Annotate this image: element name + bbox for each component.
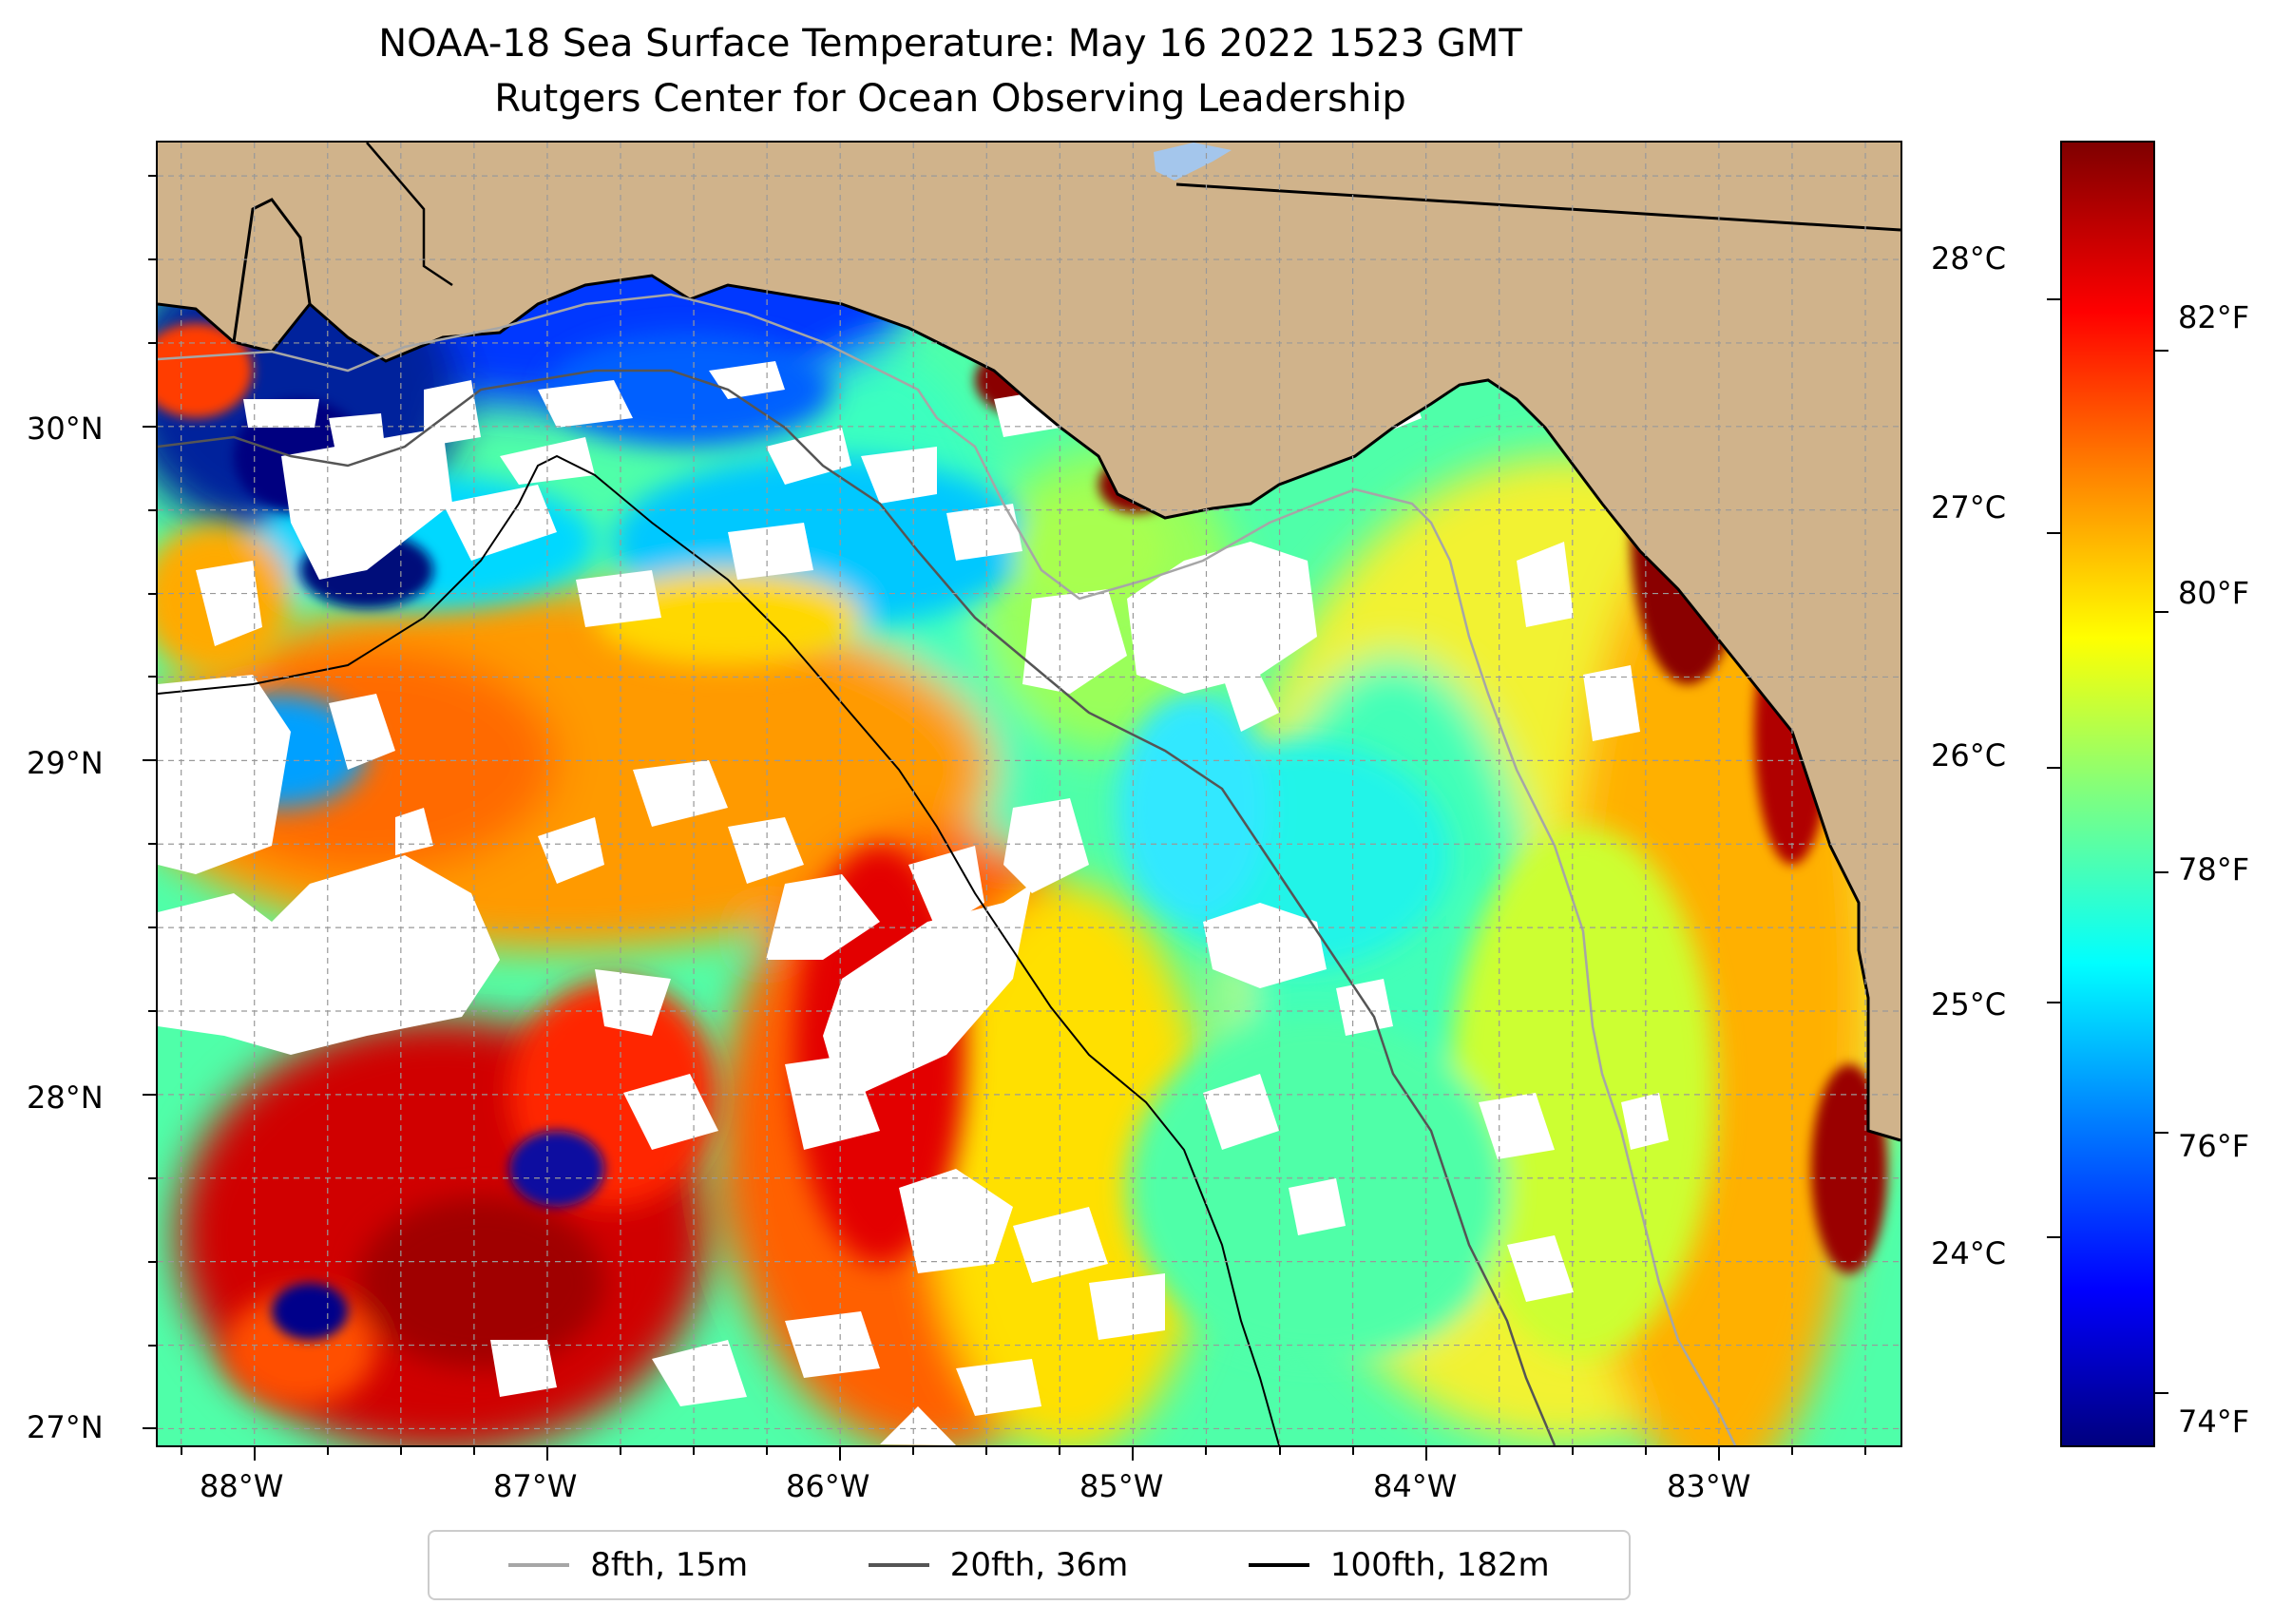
legend-label-8fth: 8fth, 15m (590, 1546, 749, 1584)
lat-major-tick (143, 425, 156, 428)
lon-minor-tick (1351, 1447, 1354, 1455)
lon-minor-tick (472, 1447, 475, 1455)
fahrenheit-tick (2155, 870, 2168, 873)
lat-minor-tick (148, 1260, 156, 1263)
state-border (366, 143, 453, 287)
coastline (158, 274, 1900, 1142)
lon-minor-tick (985, 1447, 988, 1455)
lat-minor-tick (148, 592, 156, 595)
fahrenheit-tick (2155, 610, 2168, 613)
legend-swatch-20fth (868, 1563, 929, 1567)
celsius-tick-label-28: 28°C (1931, 240, 2007, 277)
legend-item-20fth: 20fth, 36m (868, 1546, 1129, 1584)
legend-swatch-100fth (1248, 1563, 1309, 1567)
celsius-tick (2047, 1001, 2060, 1003)
lat-minor-tick (148, 676, 156, 678)
lon-tick-label-85w: 85°W (1079, 1468, 1164, 1504)
lon-minor-tick (1644, 1447, 1647, 1455)
coastline-bay (232, 198, 312, 343)
lon-minor-tick (1864, 1447, 1866, 1455)
chart-title: NOAA-18 Sea Surface Temperature: May 16 … (378, 22, 1522, 66)
lon-major-tick (1132, 1447, 1135, 1461)
lake (1154, 143, 1232, 181)
sst-map (156, 141, 1902, 1447)
lon-major-tick (545, 1447, 548, 1461)
lon-minor-tick (1205, 1447, 1208, 1455)
lon-minor-tick (399, 1447, 402, 1455)
celsius-tick-label-26: 26°C (1931, 737, 2007, 774)
state-border-2 (1175, 182, 1900, 232)
cloud-mask (158, 361, 1669, 1445)
legend-item-100fth: 100fth, 182m (1248, 1546, 1550, 1584)
lat-tick-label-28n: 28°N (27, 1079, 104, 1116)
legend-item-8fth: 8fth, 15m (508, 1546, 748, 1584)
lon-minor-tick (180, 1447, 182, 1455)
lon-minor-tick (1278, 1447, 1281, 1455)
legend-label-100fth: 100fth, 182m (1329, 1546, 1550, 1584)
lat-minor-tick (148, 258, 156, 261)
lat-minor-tick (148, 341, 156, 344)
lat-minor-tick (148, 1010, 156, 1012)
lon-minor-tick (1059, 1447, 1061, 1455)
colorbar (2060, 141, 2155, 1447)
lon-minor-tick (766, 1447, 769, 1455)
lat-minor-tick (148, 1344, 156, 1347)
celsius-tick (2047, 297, 2060, 300)
lat-minor-tick (148, 175, 156, 178)
lon-minor-tick (693, 1447, 696, 1455)
legend-label-20fth: 20fth, 36m (949, 1546, 1129, 1584)
fahrenheit-tick (2155, 350, 2168, 353)
lon-major-tick (1424, 1447, 1427, 1461)
legend-swatch-8fth (508, 1563, 570, 1567)
celsius-tick-label-24: 24°C (1931, 1235, 2007, 1271)
lat-major-tick (143, 1093, 156, 1096)
fahrenheit-tick-label-74: 74°F (2178, 1404, 2250, 1440)
lon-tick-label-87w: 87°W (493, 1468, 578, 1504)
legend: 8fth, 15m 20fth, 36m 100fth, 182m (428, 1530, 1631, 1600)
isobath-20fth (158, 369, 1557, 1445)
isobath-8fth (158, 293, 1737, 1445)
lat-minor-tick (148, 1176, 156, 1179)
celsius-tick (2047, 1235, 2060, 1238)
lat-major-tick (143, 1427, 156, 1430)
gridlines (158, 143, 1900, 1445)
lon-tick-label-86w: 86°W (786, 1468, 870, 1504)
lon-major-tick (839, 1447, 842, 1461)
celsius-tick-label-25: 25°C (1931, 986, 2007, 1022)
lon-tick-label-84w: 84°W (1373, 1468, 1458, 1504)
lon-tick-label-88w: 88°W (200, 1468, 284, 1504)
lon-minor-tick (912, 1447, 915, 1455)
lon-minor-tick (1498, 1447, 1500, 1455)
lon-major-tick (1717, 1447, 1720, 1461)
fahrenheit-tick-label-82: 82°F (2178, 299, 2250, 335)
fahrenheit-tick-label-78: 78°F (2178, 851, 2250, 888)
lat-minor-tick (148, 843, 156, 846)
lat-tick-label-30n: 30°N (27, 411, 104, 447)
fahrenheit-tick (2155, 1131, 2168, 1134)
celsius-tick (2047, 532, 2060, 535)
chart-subtitle: Rutgers Center for Ocean Observing Leade… (494, 77, 1406, 121)
lon-minor-tick (1571, 1447, 1574, 1455)
celsius-tick-label-27: 27°C (1931, 489, 2007, 525)
isobath-100fth (158, 454, 1280, 1445)
lon-tick-label-83w: 83°W (1667, 1468, 1751, 1504)
sst-map-canvas (158, 143, 1900, 1445)
lat-tick-label-29n: 29°N (27, 745, 104, 781)
lat-tick-label-27n: 27°N (27, 1409, 104, 1445)
fahrenheit-tick (2155, 1392, 2168, 1395)
lon-minor-tick (1790, 1447, 1793, 1455)
lon-minor-tick (620, 1447, 621, 1455)
celsius-tick (2047, 767, 2060, 770)
fahrenheit-tick-label-80: 80°F (2178, 575, 2250, 611)
lat-minor-tick (148, 508, 156, 511)
lon-major-tick (253, 1447, 256, 1461)
lat-minor-tick (148, 927, 156, 929)
lon-minor-tick (326, 1447, 329, 1455)
fahrenheit-tick-label-76: 76°F (2178, 1128, 2250, 1164)
lat-major-tick (143, 759, 156, 762)
